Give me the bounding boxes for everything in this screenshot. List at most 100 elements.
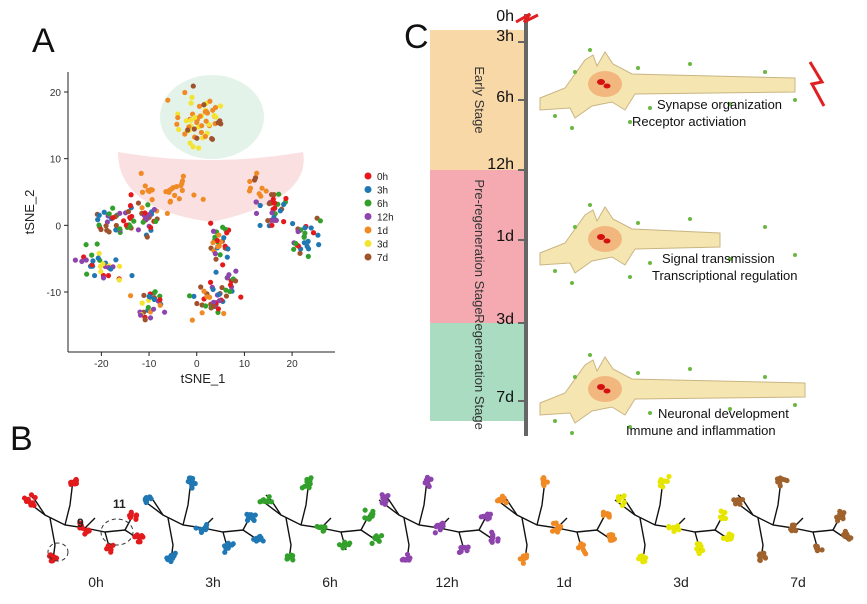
scatter-point — [227, 282, 234, 288]
scatter-point — [295, 228, 301, 235]
signal-dot — [763, 70, 767, 74]
tree-cell — [841, 531, 847, 538]
scatter-point — [220, 262, 226, 268]
tree-time-label: 7d — [790, 574, 806, 590]
scatter-point — [187, 140, 193, 146]
tree-branch — [536, 479, 546, 526]
neuron-body — [539, 206, 721, 274]
scatter-point — [204, 294, 210, 300]
scatter-point — [210, 228, 217, 234]
signal-dot — [648, 411, 652, 415]
tree-cell — [230, 541, 236, 547]
x-ticks: -20 -10 0 10 20 — [94, 352, 298, 370]
scatter-point — [100, 275, 107, 281]
tree-cell — [126, 512, 133, 519]
trajectory-tree — [494, 474, 618, 566]
signal-dot — [793, 98, 797, 102]
scatter-point — [315, 232, 321, 238]
tree-cell — [379, 492, 385, 498]
scatter-point — [145, 202, 151, 208]
function-synapse: Synapse organization — [657, 97, 783, 112]
signal-dot — [628, 425, 632, 429]
tree-cell — [260, 497, 267, 503]
tree-cell — [657, 482, 663, 489]
tree-cell — [620, 494, 626, 500]
scatter-point — [217, 103, 224, 109]
tree-cell — [346, 542, 352, 548]
tree-cell — [720, 535, 726, 541]
signal-dot — [588, 203, 592, 207]
scatter-point — [174, 121, 180, 127]
tree-cell — [544, 479, 550, 485]
scatter-point — [216, 232, 222, 238]
scatter-point — [151, 206, 157, 213]
scatter-point — [113, 222, 119, 229]
scatter-point — [89, 262, 95, 268]
scatter-point — [96, 222, 102, 228]
regeneration-functions: Neuronal development Immune and inflamma… — [626, 405, 789, 439]
signal-dot — [648, 106, 652, 110]
tree-cell — [202, 525, 208, 531]
scatter-point — [113, 257, 119, 263]
x-tick-label: -10 — [142, 359, 157, 370]
scatter-point — [139, 300, 145, 306]
tree-time-label: 1d — [556, 574, 572, 590]
scatter-point — [79, 258, 85, 265]
trajectory-tree — [731, 475, 854, 564]
scatter-point — [161, 309, 168, 315]
axon-injury-icon — [808, 61, 826, 107]
scatter-point — [210, 299, 217, 305]
tree-cell — [245, 515, 252, 521]
scatter-point — [153, 218, 159, 224]
tree-cell — [666, 525, 672, 531]
tree-cell — [362, 507, 368, 513]
panel-letter-c: C — [404, 18, 429, 56]
scatter-point — [196, 145, 202, 151]
tree-cell — [304, 479, 310, 485]
organelle — [597, 79, 605, 85]
scatter-point — [257, 202, 263, 209]
scatter-point — [210, 240, 216, 246]
scatter-point — [258, 193, 264, 199]
legend-label: 6h — [377, 199, 388, 210]
scatter-point — [188, 100, 194, 106]
scatter-point — [127, 293, 134, 299]
signal-dot — [553, 419, 557, 423]
x-tick-label: 20 — [287, 359, 299, 370]
tree-cell — [383, 498, 389, 504]
tree-cell — [147, 494, 153, 500]
tree-cell — [188, 475, 194, 481]
scatter-point — [91, 272, 98, 279]
scatter-point — [105, 273, 112, 279]
scatter-point — [216, 298, 222, 304]
tree-cell — [225, 545, 231, 551]
legend-label: 1d — [377, 226, 388, 237]
tree-cell — [788, 525, 794, 532]
signal-dot — [688, 367, 692, 371]
scatter-point — [224, 254, 230, 260]
tree-cell — [257, 533, 263, 539]
legend-label: 0h — [377, 172, 388, 183]
tree-cell — [193, 525, 199, 531]
tree-cell — [366, 516, 372, 522]
tree-cell — [675, 523, 681, 529]
tree-branch — [202, 527, 259, 541]
panel-letter-b: B — [10, 420, 33, 458]
scatter-point — [302, 225, 308, 231]
scatter-point — [233, 268, 239, 274]
signal-dot — [793, 403, 797, 407]
tree-cell — [32, 494, 38, 501]
scatter-point — [263, 188, 269, 194]
scatter-point — [95, 255, 101, 261]
timeline-label: 12h — [487, 156, 514, 173]
tree-cell — [791, 522, 797, 528]
scatter-point — [90, 258, 96, 264]
node-label: 9 — [77, 516, 84, 530]
scatter-point — [266, 200, 272, 207]
scatter-point — [157, 297, 163, 303]
signal-dot — [570, 431, 574, 435]
tree-branch — [792, 527, 849, 541]
scatter-point — [176, 126, 182, 133]
scatter-point — [213, 256, 219, 262]
scatter-point — [308, 225, 314, 231]
